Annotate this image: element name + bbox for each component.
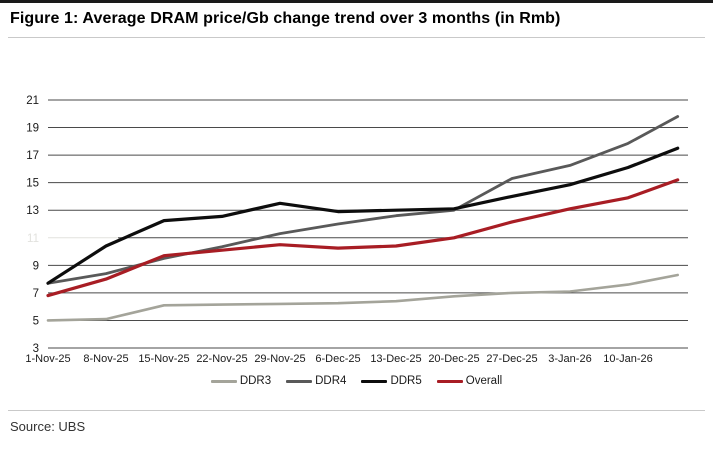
legend-marker-overall bbox=[436, 379, 463, 383]
y-tick-label: 13 bbox=[26, 205, 39, 217]
legend-label: Overall bbox=[465, 375, 503, 387]
series-line-ddr5 bbox=[46, 146, 680, 285]
series-line-overall bbox=[46, 178, 680, 298]
legend-marker-ddr5 bbox=[361, 379, 388, 383]
x-tick-label: 29-Nov-25 bbox=[254, 353, 305, 365]
legend-item-overall: Overall bbox=[436, 375, 503, 387]
source-note: Source: UBS bbox=[10, 419, 86, 434]
legend-marker-ddr3 bbox=[210, 379, 237, 383]
figure-top-border bbox=[0, 0, 713, 3]
y-tick-label: 9 bbox=[33, 260, 39, 272]
legend-item-ddr3: DDR3 bbox=[210, 375, 272, 387]
y-tick-label: 15 bbox=[26, 178, 39, 190]
y-tick-label: 7 bbox=[33, 288, 39, 300]
title-divider bbox=[8, 37, 705, 38]
y-tick-label: 5 bbox=[33, 315, 39, 327]
x-tick-label: 27-Dec-25 bbox=[486, 353, 537, 365]
x-tick-label: 6-Dec-25 bbox=[315, 353, 360, 365]
x-tick-label: 15-Nov-25 bbox=[138, 353, 189, 365]
legend-item-ddr5: DDR5 bbox=[361, 375, 422, 387]
x-tick-label: 20-Dec-25 bbox=[428, 353, 479, 365]
x-tick-label: 13-Dec-25 bbox=[370, 353, 421, 365]
x-tick-label: 10-Jan-26 bbox=[603, 353, 653, 365]
chart-legend: DDR3 DDR4 DDR5 Overall bbox=[0, 372, 713, 390]
x-tick-label: 22-Nov-25 bbox=[196, 353, 247, 365]
y-tick-label: 19 bbox=[26, 123, 39, 135]
source-divider bbox=[8, 410, 705, 411]
legend-marker-ddr4 bbox=[286, 379, 313, 383]
y-tick-label: 3 bbox=[33, 343, 39, 355]
legend-label: DDR4 bbox=[315, 375, 347, 387]
y-tick-label: 11 bbox=[27, 233, 39, 245]
legend-label: DDR3 bbox=[239, 375, 272, 387]
series-line-ddr4 bbox=[46, 115, 680, 285]
legend-label: DDR5 bbox=[390, 375, 422, 387]
figure-title: Figure 1: Average DRAM price/Gb change t… bbox=[10, 10, 561, 27]
y-tick-label: 17 bbox=[26, 150, 39, 162]
y-tick-label: 21 bbox=[26, 95, 39, 107]
x-tick-label: 3-Jan-26 bbox=[548, 353, 591, 365]
legend-item-ddr4: DDR4 bbox=[286, 375, 346, 387]
series-line-ddr3 bbox=[46, 273, 680, 322]
x-tick-label: 1-Nov-25 bbox=[25, 353, 70, 365]
x-tick-label: 8-Nov-25 bbox=[83, 353, 128, 365]
